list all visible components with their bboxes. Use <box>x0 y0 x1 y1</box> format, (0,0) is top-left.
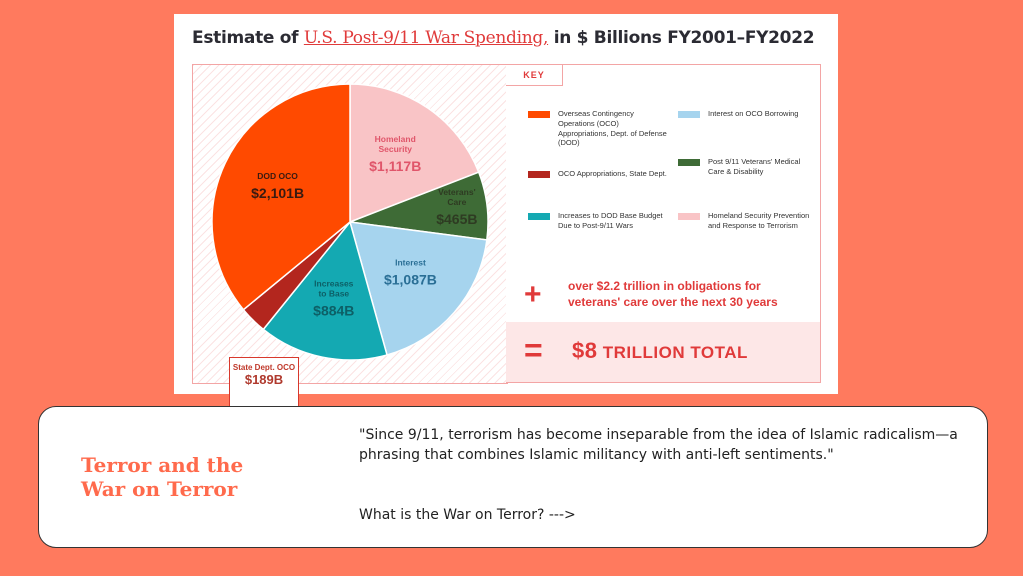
legend-label: Increases to DOD Base Budget Due to Post… <box>558 211 663 230</box>
state-dept-label: State Dept. OCO <box>232 363 296 372</box>
pie-slice-base <box>262 220 388 361</box>
legend-label: OCO Appropriations, State Dept. <box>558 169 667 178</box>
pie-chart: Homeland Security $1,117B Veterans' Care $465… <box>211 83 489 361</box>
legend-panel: KEY Overseas Contingency Operations (OCO… <box>506 64 821 268</box>
info-banner: Terror and the War on Terror "Since 9/11… <box>38 406 988 548</box>
slice-label-base: Increases to Base $884B <box>313 278 354 318</box>
total-label: TRILLION TOTAL <box>602 343 748 362</box>
chart-title-suffix: in $ Billions FY2001–FY2022 <box>548 28 815 48</box>
chart-title-prefix: Estimate of <box>192 28 304 48</box>
total-box: = $8 TRILLION TOTAL <box>506 322 821 383</box>
banner-title: Terror and the War on Terror <box>81 453 244 501</box>
chart-title-highlight: U.S. Post-9/11 War Spending, <box>303 28 549 48</box>
legend-item-interest: Interest on OCO Borrowing <box>678 109 818 119</box>
chart-title: Estimate of U.S. Post-9/11 War Spending,… <box>192 28 815 48</box>
legend-item-veterans: Post 9/11 Veterans' Medical Care & Disab… <box>678 157 818 177</box>
legend-item-dod-oco: Overseas Contingency Operations (OCO) Ap… <box>528 109 668 148</box>
legend-swatch <box>528 213 550 220</box>
equals-icon: = <box>524 332 543 368</box>
legend-item-base-increase: Increases to DOD Base Budget Due to Post… <box>528 211 668 231</box>
slice-label-dod: DOD OCO $2,101B <box>251 171 304 201</box>
legend-swatch <box>528 111 550 118</box>
legend-label: Post 9/11 Veterans' Medical Care & Disab… <box>708 157 801 176</box>
veterans-obligation-text: over $2.2 trillion in obligations for ve… <box>568 279 778 310</box>
total-text: $8 TRILLION TOTAL <box>572 338 748 364</box>
legend-item-homeland: Homeland Security Prevention and Respons… <box>678 211 818 231</box>
pie-frame: Homeland Security $1,117B Veterans' Care $465… <box>192 64 508 407</box>
legend-swatch <box>528 171 550 178</box>
state-dept-value: $189B <box>244 372 284 388</box>
pie-slice-dod <box>211 83 351 311</box>
veterans-obligation-note: + over $2.2 trillion in obligations for … <box>506 266 821 323</box>
legend-swatch <box>678 213 700 220</box>
slice-label-veterans: Veterans' Care $465B <box>436 187 477 227</box>
legend-label: Interest on OCO Borrowing <box>708 109 799 118</box>
pie-slice-homeland <box>349 83 480 224</box>
slice-label-interest: Interest $1,087B <box>384 257 437 287</box>
legend-swatch <box>678 159 700 166</box>
chart-card: Estimate of U.S. Post-9/11 War Spending,… <box>174 14 838 407</box>
key-heading: KEY <box>506 65 563 86</box>
total-amount: $8 <box>572 338 598 363</box>
slice-label-homeland: Homeland Security $1,117B <box>369 134 421 174</box>
banner-quote: "Since 9/11, terrorism has become insepa… <box>359 427 958 464</box>
legend-label: Overseas Contingency Operations (OCO) Ap… <box>558 109 667 148</box>
legend-label: Homeland Security Prevention and Respons… <box>708 211 810 230</box>
legend-item-state-oco: OCO Appropriations, State Dept. <box>528 169 668 179</box>
war-on-terror-link[interactable]: What is the War on Terror? ---> <box>359 507 576 523</box>
pie-slice-interest <box>348 221 488 356</box>
legend-swatch <box>678 111 700 118</box>
state-dept-callout: State Dept. OCO $189B <box>229 357 299 407</box>
plus-icon: + <box>524 278 542 311</box>
